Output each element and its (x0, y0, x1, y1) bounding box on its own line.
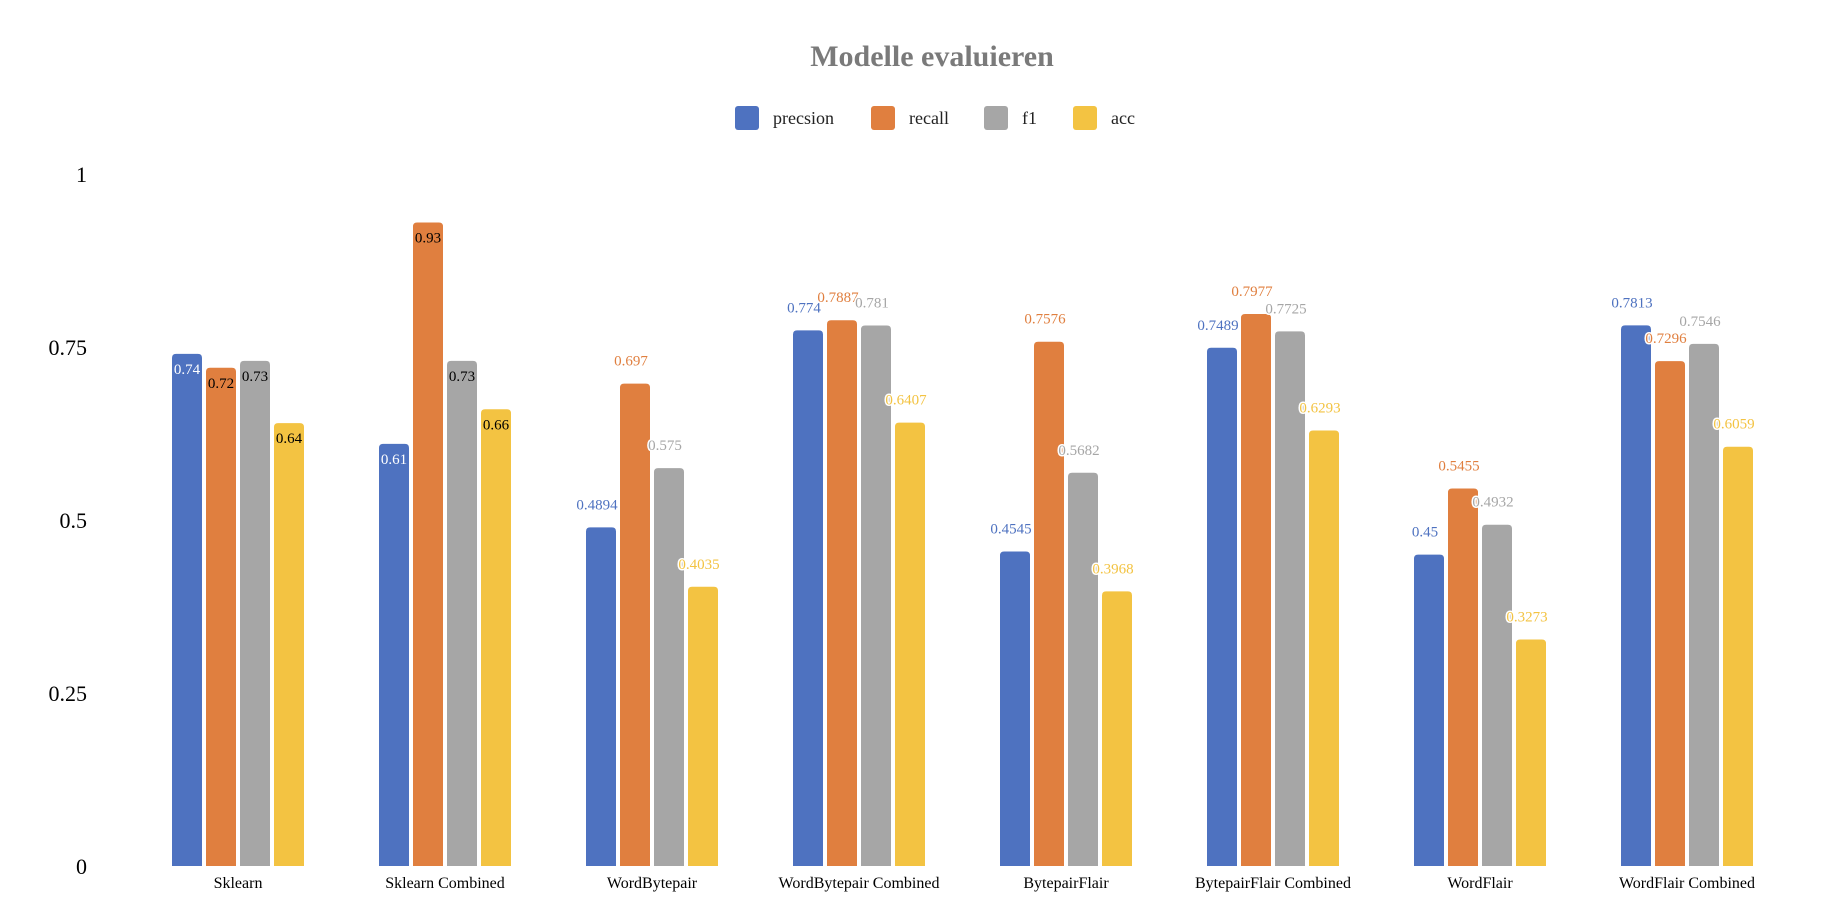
legend-label-acc: acc (1111, 108, 1135, 128)
bar-acc (1309, 430, 1339, 866)
bar-precsion (1207, 347, 1237, 866)
bar-acc (1723, 446, 1753, 866)
x-category-label: Sklearn (214, 875, 263, 892)
bar-precsion (1000, 551, 1030, 866)
data-label-f1: 0.781 (855, 296, 889, 312)
x-category-label: WordBytepair (607, 875, 698, 892)
data-label-acc: 0.66 (483, 417, 510, 433)
data-label-recall: 0.5455 (1438, 459, 1479, 475)
bar-f1 (1689, 343, 1719, 867)
bar-recall (1241, 313, 1271, 867)
legend-label-precsion: precsion (773, 108, 834, 128)
legend-swatch-precsion (735, 106, 759, 130)
data-label-precsion: 0.45 (1412, 525, 1438, 541)
legend-label-f1: f1 (1022, 108, 1037, 128)
data-label-acc: 0.6407 (885, 393, 927, 409)
bar-f1 (447, 360, 477, 866)
bar-recall (206, 367, 236, 866)
legend: precsion recall f1 acc (735, 106, 1135, 130)
bar-precsion (1621, 325, 1651, 866)
x-category-label: BytepairFlair Combined (1195, 875, 1351, 892)
y-tick-label: 0.25 (49, 681, 88, 706)
data-label-recall: 0.93 (415, 230, 441, 246)
legend-label-recall: recall (909, 108, 949, 128)
bar-acc (688, 586, 718, 866)
bar-acc (1102, 591, 1132, 866)
x-axis: Sklearn Sklearn Combined WordBytepair WordB… (214, 875, 1755, 892)
legend-swatch-f1 (984, 106, 1008, 130)
data-label-precsion: 0.7813 (1611, 295, 1652, 311)
data-label-f1: 0.7546 (1679, 314, 1721, 330)
data-labels: 0.74 0.72 0.73 0.64 0.61 0.93 0.73 0.66 0.4894 0.… (174, 230, 1756, 627)
data-label-recall: 0.7977 (1231, 284, 1273, 300)
data-label-acc: 0.6293 (1299, 401, 1340, 417)
bar-acc (481, 409, 511, 866)
data-label-acc: 0.3968 (1092, 561, 1133, 577)
y-tick-label: 1 (76, 162, 87, 187)
data-label-f1: 0.7725 (1265, 301, 1306, 317)
y-tick-label: 0 (76, 854, 87, 879)
y-tick-label: 0.5 (60, 508, 88, 533)
chart-title: Modelle evaluieren (810, 40, 1054, 73)
data-label-recall: 0.72 (208, 376, 234, 392)
x-category-label: WordFlair Combined (1619, 875, 1755, 892)
bar-recall (1034, 341, 1064, 866)
data-label-f1: 0.5682 (1058, 443, 1099, 459)
y-tick-label: 0.75 (49, 335, 88, 360)
data-label-recall: 0.7887 (817, 290, 859, 306)
data-label-acc: 0.3273 (1506, 610, 1547, 626)
y-axis: 0 0.25 0.5 0.75 1 (49, 162, 88, 879)
bar-f1 (654, 468, 684, 866)
data-label-f1: 0.4932 (1472, 495, 1513, 511)
data-label-precsion: 0.61 (381, 452, 407, 468)
data-label-f1: 0.73 (242, 369, 268, 385)
data-label-precsion: 0.7489 (1197, 318, 1238, 334)
bar-recall (827, 320, 857, 866)
x-category-label: WordFlair (1447, 875, 1513, 892)
bar-f1 (1482, 524, 1512, 866)
x-category-label: WordBytepair Combined (779, 875, 940, 892)
bar-recall (620, 383, 650, 866)
data-label-recall: 0.7296 (1645, 331, 1687, 347)
x-category-label: Sklearn Combined (385, 875, 505, 892)
data-label-f1: 0.575 (648, 438, 682, 454)
bar-precsion (172, 353, 202, 866)
bar-recall (1448, 488, 1478, 866)
data-label-acc: 0.6059 (1713, 417, 1754, 433)
bar-acc (1516, 639, 1546, 866)
bar-acc (895, 422, 925, 866)
bars (172, 222, 1753, 867)
bar-precsion (793, 330, 823, 867)
bar-f1 (240, 360, 270, 866)
bar-recall (413, 222, 443, 866)
bar-recall (1655, 361, 1685, 866)
bar-precsion (1414, 554, 1444, 866)
bar-precsion (586, 527, 616, 866)
legend-swatch-acc (1073, 106, 1097, 130)
bar-precsion (379, 443, 409, 866)
x-category-label: BytepairFlair (1023, 875, 1109, 892)
bar-f1 (1275, 331, 1305, 866)
data-label-recall: 0.697 (614, 354, 648, 370)
data-label-precsion: 0.74 (174, 362, 201, 378)
data-label-precsion: 0.4545 (990, 521, 1031, 537)
data-label-recall: 0.7576 (1024, 312, 1066, 328)
data-label-f1: 0.73 (449, 369, 475, 385)
legend-swatch-recall (871, 106, 895, 130)
bar-f1 (1068, 472, 1098, 866)
data-label-precsion: 0.774 (787, 300, 821, 316)
data-label-precsion: 0.4894 (576, 497, 618, 513)
bar-f1 (861, 325, 891, 867)
bar-acc (274, 423, 304, 866)
data-label-acc: 0.4035 (678, 557, 719, 573)
data-label-acc: 0.64 (276, 431, 303, 447)
